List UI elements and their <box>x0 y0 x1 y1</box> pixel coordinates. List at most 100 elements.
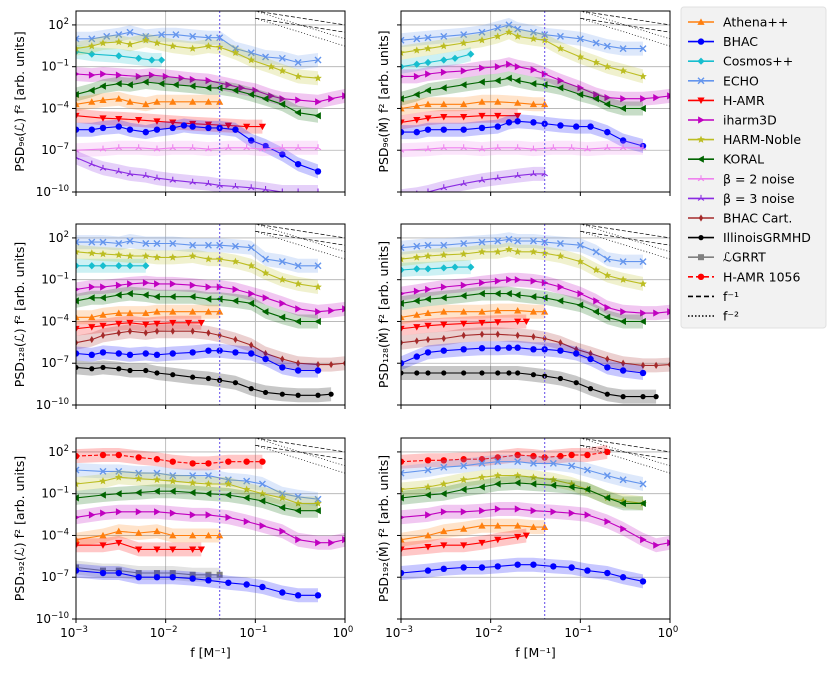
reference-line <box>255 444 345 474</box>
data-point <box>247 90 255 99</box>
data-point <box>135 454 142 461</box>
data-point <box>529 293 537 301</box>
data-point <box>401 546 405 553</box>
data-point <box>88 324 96 331</box>
data-point <box>88 50 96 58</box>
data-point <box>295 536 302 544</box>
data-point <box>189 349 196 356</box>
data-point <box>412 253 421 261</box>
series-h-amr <box>401 108 522 130</box>
data-point <box>424 58 432 67</box>
data-point <box>153 570 160 577</box>
data-point <box>576 35 584 43</box>
data-point <box>295 96 302 104</box>
uncertainty-band <box>401 47 471 74</box>
data-point <box>142 262 150 270</box>
series-cosmos <box>401 47 475 74</box>
data-point <box>88 351 95 359</box>
data-point <box>542 334 547 343</box>
data-point <box>294 592 302 599</box>
uncertainty-band <box>76 33 318 86</box>
data-point <box>178 74 186 82</box>
legend-item-3-noise: β = 3 noise <box>688 191 795 206</box>
data-point <box>184 319 193 327</box>
data-point <box>584 567 591 574</box>
data-point <box>576 301 584 309</box>
uncertainty-band <box>401 25 643 84</box>
data-point <box>224 491 232 499</box>
data-point <box>126 290 133 298</box>
data-point <box>513 471 522 479</box>
data-point <box>153 527 161 535</box>
data-point <box>279 299 286 307</box>
data-point <box>197 546 205 553</box>
series-line <box>401 564 644 582</box>
data-point <box>216 295 223 303</box>
data-point <box>243 458 250 465</box>
legend-item-koral: KORAL <box>688 152 764 167</box>
data-point <box>667 360 670 369</box>
data-point <box>205 77 213 85</box>
reference-lines <box>255 438 345 474</box>
data-point <box>603 271 612 279</box>
legend-marker <box>697 38 705 45</box>
data-point <box>401 255 405 263</box>
data-point <box>401 119 405 126</box>
series-bhac <box>401 557 647 589</box>
uncertainty-band <box>76 150 318 192</box>
data-point <box>88 126 95 133</box>
data-point <box>620 359 626 367</box>
data-point <box>328 360 334 369</box>
legend-marker <box>697 77 705 85</box>
data-point <box>262 355 269 363</box>
data-point <box>424 100 432 108</box>
data-point <box>115 239 123 247</box>
data-point <box>604 364 611 371</box>
series-athena <box>76 304 224 325</box>
series-koral <box>401 286 646 329</box>
data-point <box>76 494 79 502</box>
data-point <box>424 466 432 474</box>
data-point <box>297 188 300 192</box>
data-point <box>279 151 286 158</box>
data-point <box>439 250 448 259</box>
data-point <box>440 32 448 40</box>
data-point <box>295 359 301 367</box>
data-point <box>413 90 420 99</box>
data-point <box>114 37 123 46</box>
legend-label: f⁻¹ <box>723 289 739 304</box>
legend-label: HARM-Noble <box>723 132 801 147</box>
data-point <box>460 462 468 470</box>
data-point <box>314 317 321 326</box>
data-point <box>440 84 447 92</box>
data-point <box>189 32 197 40</box>
data-point <box>342 536 345 544</box>
data-point <box>247 49 255 57</box>
data-point <box>478 456 486 463</box>
data-point <box>154 370 160 376</box>
data-point <box>142 128 149 136</box>
data-point <box>440 144 448 151</box>
data-point <box>189 123 196 130</box>
data-point <box>99 311 107 318</box>
series-line <box>401 508 670 546</box>
data-point <box>514 561 521 568</box>
data-point <box>478 238 486 246</box>
data-point <box>169 239 177 247</box>
uncertainty-band <box>76 25 318 70</box>
data-point <box>557 122 564 129</box>
data-point <box>279 364 286 371</box>
x-axis-label: f [M⁻¹] <box>190 645 231 660</box>
data-point <box>529 523 538 530</box>
data-point <box>558 339 563 347</box>
data-point <box>653 361 659 369</box>
legend-marker <box>697 18 705 25</box>
data-point <box>232 285 240 294</box>
data-point <box>639 104 646 113</box>
data-point <box>89 366 95 372</box>
reference-lines <box>580 11 670 47</box>
data-point <box>587 386 594 392</box>
series-harm-noble <box>401 242 647 291</box>
data-point <box>441 370 447 376</box>
series-line <box>76 476 318 504</box>
